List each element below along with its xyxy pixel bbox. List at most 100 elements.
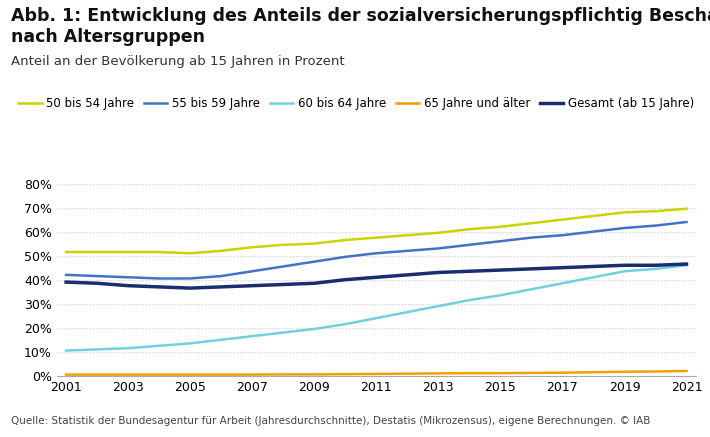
65 Jahre und älter <box>248 372 256 377</box>
Gesamt (ab 15 Jahre) <box>621 263 629 268</box>
50 bis 54 Jahre <box>682 206 691 212</box>
65 Jahre und älter <box>310 372 319 377</box>
60 bis 64 Jahre <box>62 348 70 353</box>
60 bis 64 Jahre <box>310 326 319 332</box>
55 bis 59 Jahre <box>310 259 319 264</box>
Gesamt (ab 15 Jahre) <box>124 283 132 288</box>
50 bis 54 Jahre <box>124 250 132 255</box>
65 Jahre und älter <box>155 372 163 377</box>
60 bis 64 Jahre <box>682 263 691 268</box>
55 bis 59 Jahre <box>155 276 163 281</box>
60 bis 64 Jahre <box>155 343 163 348</box>
55 bis 59 Jahre <box>558 232 567 238</box>
65 Jahre und älter <box>279 372 288 377</box>
Line: Gesamt (ab 15 Jahre): Gesamt (ab 15 Jahre) <box>66 264 687 288</box>
55 bis 59 Jahre <box>682 219 691 225</box>
65 Jahre und älter <box>434 371 442 376</box>
Gesamt (ab 15 Jahre) <box>496 267 505 273</box>
Gesamt (ab 15 Jahre) <box>186 285 195 291</box>
Gesamt (ab 15 Jahre) <box>651 263 660 268</box>
55 bis 59 Jahre <box>93 274 102 279</box>
Text: Anteil an der Bevölkerung ab 15 Jahren in Prozent: Anteil an der Bevölkerung ab 15 Jahren i… <box>11 55 344 68</box>
60 bis 64 Jahre <box>279 330 288 335</box>
65 Jahre und älter <box>496 371 505 376</box>
55 bis 59 Jahre <box>248 269 256 274</box>
60 bis 64 Jahre <box>341 322 349 327</box>
50 bis 54 Jahre <box>217 248 226 253</box>
50 bis 54 Jahre <box>93 250 102 255</box>
55 bis 59 Jahre <box>527 235 535 240</box>
55 bis 59 Jahre <box>62 272 70 277</box>
60 bis 64 Jahre <box>434 303 442 309</box>
60 bis 64 Jahre <box>496 293 505 298</box>
60 bis 64 Jahre <box>465 298 474 303</box>
65 Jahre und älter <box>124 372 132 377</box>
50 bis 54 Jahre <box>155 250 163 255</box>
65 Jahre und älter <box>558 370 567 375</box>
Gesamt (ab 15 Jahre) <box>682 261 691 267</box>
50 bis 54 Jahre <box>372 235 381 240</box>
Line: 50 bis 54 Jahre: 50 bis 54 Jahre <box>66 209 687 253</box>
60 bis 64 Jahre <box>651 266 660 271</box>
Gesamt (ab 15 Jahre) <box>465 269 474 274</box>
50 bis 54 Jahre <box>62 250 70 255</box>
50 bis 54 Jahre <box>279 242 288 247</box>
55 bis 59 Jahre <box>434 246 442 251</box>
55 bis 59 Jahre <box>496 239 505 244</box>
55 bis 59 Jahre <box>651 223 660 228</box>
65 Jahre und älter <box>186 372 195 377</box>
Gesamt (ab 15 Jahre) <box>248 283 256 288</box>
Gesamt (ab 15 Jahre) <box>434 270 442 275</box>
Legend: 50 bis 54 Jahre, 55 bis 59 Jahre, 60 bis 64 Jahre, 65 Jahre und älter, Gesamt (a: 50 bis 54 Jahre, 55 bis 59 Jahre, 60 bis… <box>18 97 694 110</box>
50 bis 54 Jahre <box>589 213 598 218</box>
55 bis 59 Jahre <box>465 242 474 247</box>
60 bis 64 Jahre <box>217 337 226 343</box>
60 bis 64 Jahre <box>403 309 412 315</box>
55 bis 59 Jahre <box>217 274 226 279</box>
55 bis 59 Jahre <box>341 254 349 260</box>
50 bis 54 Jahre <box>434 230 442 236</box>
Gesamt (ab 15 Jahre) <box>341 277 349 282</box>
65 Jahre und älter <box>372 371 381 377</box>
50 bis 54 Jahre <box>558 217 567 222</box>
Gesamt (ab 15 Jahre) <box>372 274 381 280</box>
60 bis 64 Jahre <box>558 281 567 286</box>
Gesamt (ab 15 Jahre) <box>403 272 412 277</box>
50 bis 54 Jahre <box>310 241 319 246</box>
Gesamt (ab 15 Jahre) <box>62 280 70 285</box>
Text: nach Altersgruppen: nach Altersgruppen <box>11 28 204 46</box>
65 Jahre und älter <box>93 372 102 377</box>
60 bis 64 Jahre <box>621 269 629 274</box>
Text: Quelle: Statistik der Bundesagentur für Arbeit (Jahresdurchschnitte), Destatis (: Quelle: Statistik der Bundesagentur für … <box>11 416 650 426</box>
55 bis 59 Jahre <box>186 276 195 281</box>
Gesamt (ab 15 Jahre) <box>310 281 319 286</box>
50 bis 54 Jahre <box>651 208 660 214</box>
55 bis 59 Jahre <box>403 248 412 253</box>
50 bis 54 Jahre <box>341 237 349 243</box>
Line: 65 Jahre und älter: 65 Jahre und älter <box>66 371 687 375</box>
60 bis 64 Jahre <box>589 274 598 280</box>
60 bis 64 Jahre <box>93 347 102 352</box>
Gesamt (ab 15 Jahre) <box>93 281 102 286</box>
50 bis 54 Jahre <box>621 210 629 215</box>
65 Jahre und älter <box>217 372 226 377</box>
55 bis 59 Jahre <box>279 264 288 269</box>
Line: 55 bis 59 Jahre: 55 bis 59 Jahre <box>66 222 687 278</box>
65 Jahre und älter <box>62 372 70 377</box>
50 bis 54 Jahre <box>465 226 474 232</box>
Gesamt (ab 15 Jahre) <box>527 266 535 271</box>
Gesamt (ab 15 Jahre) <box>279 282 288 287</box>
Line: 60 bis 64 Jahre: 60 bis 64 Jahre <box>66 265 687 350</box>
65 Jahre und älter <box>682 368 691 374</box>
50 bis 54 Jahre <box>496 224 505 229</box>
50 bis 54 Jahre <box>186 250 195 256</box>
60 bis 64 Jahre <box>248 333 256 339</box>
60 bis 64 Jahre <box>372 316 381 321</box>
Gesamt (ab 15 Jahre) <box>217 284 226 289</box>
Gesamt (ab 15 Jahre) <box>155 284 163 289</box>
65 Jahre und älter <box>465 371 474 376</box>
Gesamt (ab 15 Jahre) <box>589 264 598 269</box>
55 bis 59 Jahre <box>621 225 629 231</box>
65 Jahre und älter <box>403 371 412 376</box>
60 bis 64 Jahre <box>186 341 195 346</box>
